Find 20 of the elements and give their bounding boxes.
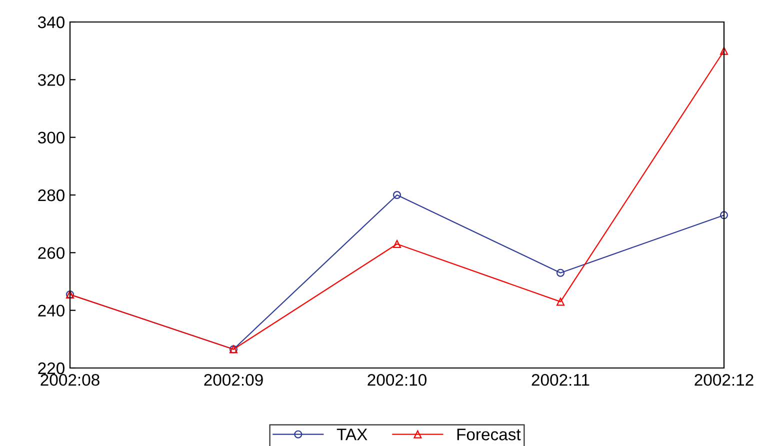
y-tick-label: 340 — [38, 16, 64, 28]
point — [556, 268, 565, 277]
point — [392, 190, 402, 200]
x-tick-label: 2002:09 — [204, 374, 263, 386]
point — [392, 240, 402, 248]
x-tick-label: 2002:08 — [40, 374, 100, 386]
y-tick-label: 220 — [38, 362, 64, 374]
legend-label: Forecast — [457, 428, 521, 440]
y-tick-label: 240 — [38, 304, 64, 317]
point — [556, 298, 565, 306]
y-tick-label: 300 — [38, 132, 64, 144]
x-tick-label: 2002:10 — [368, 374, 426, 386]
y-tick-label: 260 — [38, 247, 64, 259]
x-tick-label: 2002:12 — [694, 374, 754, 386]
y-tick-label: 320 — [38, 74, 64, 86]
y-tick-label: 280 — [38, 189, 64, 202]
point — [720, 46, 728, 55]
x-tick-label: 2002:11 — [532, 374, 590, 386]
point — [720, 211, 728, 220]
legend-label: TAX — [336, 428, 368, 440]
